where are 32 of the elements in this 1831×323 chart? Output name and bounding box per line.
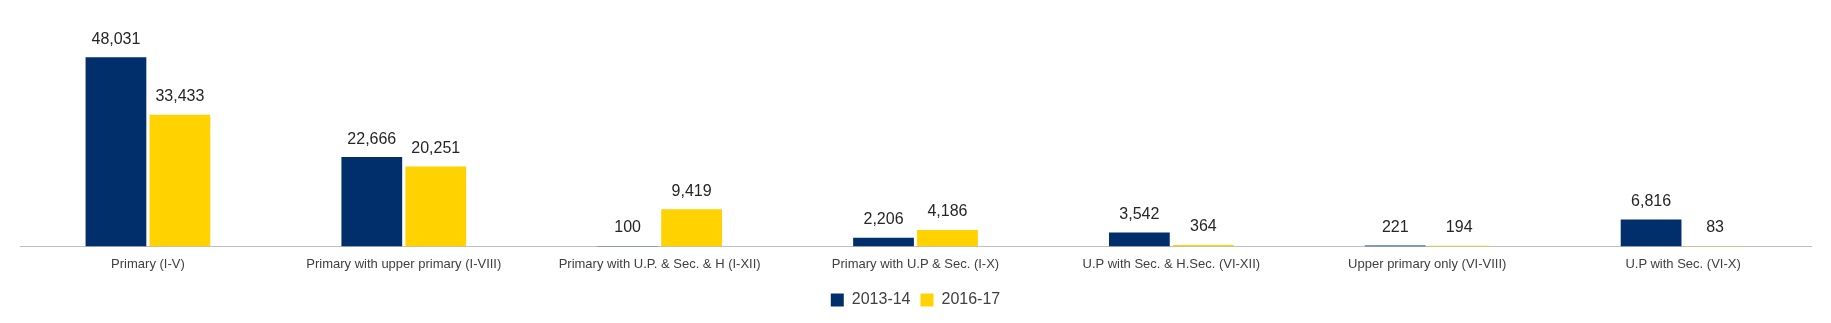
x-tick-label: U.P with Sec. (VI-X): [1625, 255, 1741, 271]
bar: [917, 229, 978, 247]
bar: [341, 157, 403, 247]
data-label: 2,206: [863, 210, 904, 228]
data-label: 194: [1445, 218, 1473, 236]
x-tick-label: Primary with upper primary (I-VIII): [306, 255, 502, 271]
data-label: 3,542: [1119, 204, 1160, 222]
bar: [85, 57, 147, 247]
data-label: 22,666: [347, 129, 397, 147]
data-label: 83: [1706, 218, 1725, 236]
x-tick-label: Primary (I-V): [111, 255, 185, 271]
data-label: 4,186: [927, 202, 968, 220]
x-tick-label: Upper primary only (VI-VIII): [1348, 255, 1507, 271]
data-label: 221: [1381, 217, 1409, 235]
bar: [661, 209, 723, 247]
data-label: 364: [1189, 217, 1217, 235]
x-tick-label: Primary with U.P & Sec. (I-X): [831, 255, 1000, 271]
bar: [1108, 232, 1170, 247]
bar: [1620, 219, 1682, 247]
bar: [149, 114, 211, 247]
legend-label: 2013-14: [851, 290, 911, 308]
x-tick-label: U.P with Sec. & H.Sec. (VI-XII): [1082, 255, 1261, 271]
data-label: 6,816: [1631, 191, 1672, 209]
data-label: 33,433: [155, 87, 205, 105]
legend-label: 2016-17: [941, 290, 1001, 308]
x-tick-label: Primary with U.P. & Sec. & H (I-XII): [558, 255, 761, 271]
bar: [405, 166, 467, 247]
data-label: 48,031: [91, 29, 141, 47]
bar: [853, 237, 914, 247]
data-label: 20,251: [411, 139, 461, 157]
data-label: 100: [614, 218, 642, 236]
data-label: 9,419: [671, 181, 712, 199]
